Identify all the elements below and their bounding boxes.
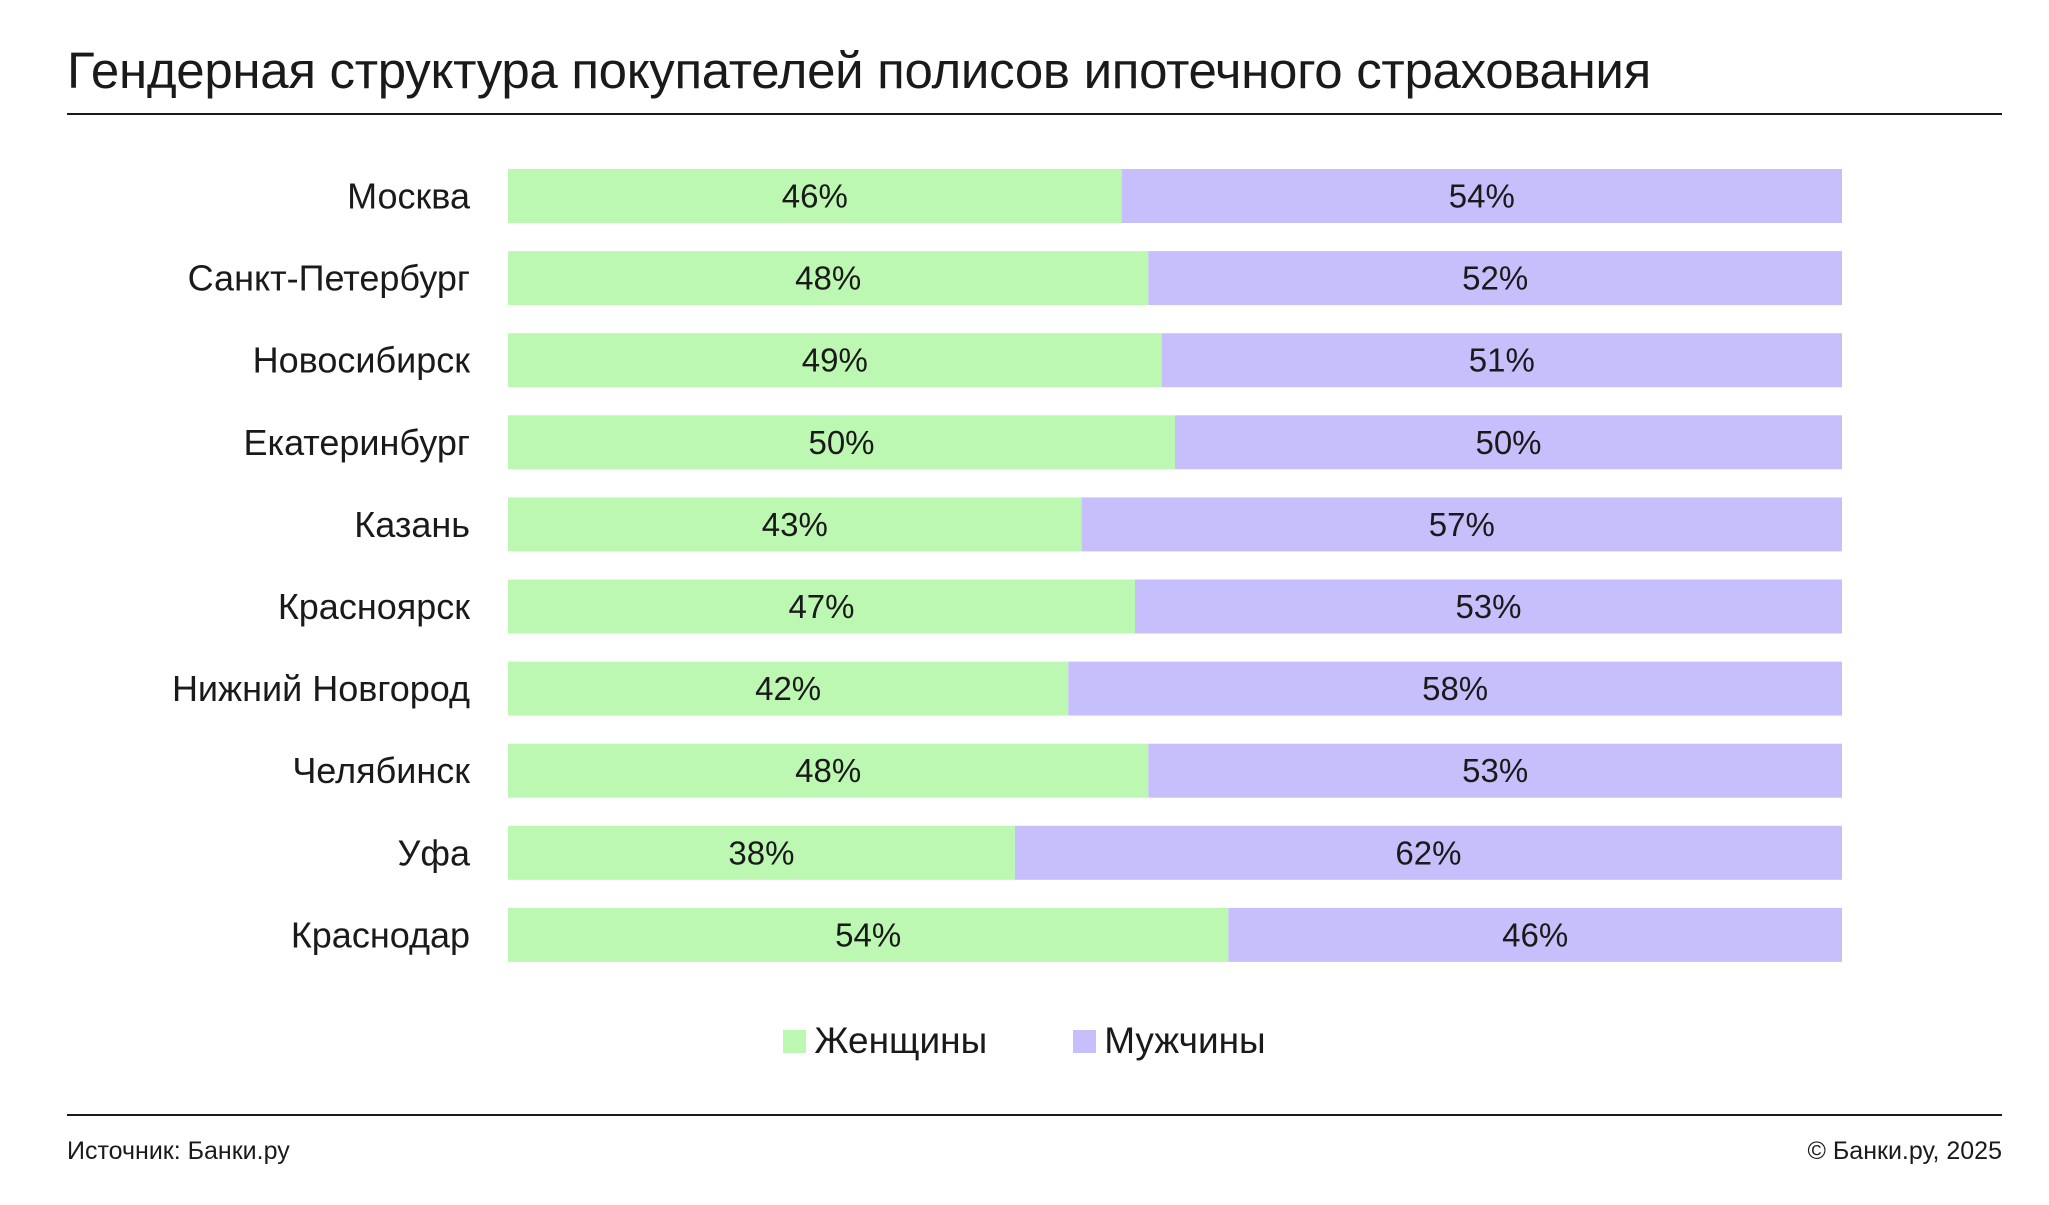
copyright-note: © Банки.ру, 2025 — [1807, 1137, 2002, 1165]
category-label: Казань — [354, 504, 470, 545]
bar-segment-men — [1161, 333, 1842, 388]
category-label: Челябинск — [292, 750, 470, 791]
data-label-women: 54% — [835, 916, 901, 953]
bar-segment-women — [508, 497, 1082, 552]
data-label-women: 47% — [788, 588, 854, 625]
stacked-bar-chart: Москва 46% 54% Санкт-Петербург 48% 52% Новосиб… — [172, 169, 1842, 962]
data-label-women: 43% — [762, 506, 828, 543]
bar-segment-men — [1134, 579, 1842, 634]
legend-item-men: Мужчины — [1073, 1013, 1266, 1069]
bar-segment-men — [1148, 251, 1842, 306]
data-label-men: 46% — [1502, 916, 1568, 953]
category-label: Екатеринбург — [244, 422, 470, 463]
data-label-women: 42% — [755, 670, 821, 707]
bar-segment-women — [508, 825, 1015, 880]
bar-segment-men — [1068, 661, 1842, 716]
data-label-women: 46% — [782, 178, 848, 215]
data-label-women: 38% — [728, 834, 794, 871]
legend-item-women: Женщины — [783, 1013, 987, 1069]
data-label-men: 57% — [1429, 506, 1495, 543]
data-label-women: 48% — [795, 752, 861, 789]
category-label: Красноярск — [278, 586, 470, 627]
category-label: Нижний Новгород — [172, 668, 470, 709]
data-label-men: 50% — [1475, 424, 1541, 461]
bar-segment-women — [508, 661, 1069, 716]
category-label: Уфа — [397, 832, 470, 873]
legend-swatch-women — [783, 1029, 807, 1053]
data-label-women: 49% — [802, 342, 868, 379]
footer-divider — [67, 1114, 2002, 1116]
bar-segment-women — [508, 415, 1175, 470]
bar-segment-women — [508, 251, 1149, 306]
data-label-men: 52% — [1462, 260, 1528, 297]
data-label-men: 58% — [1422, 670, 1488, 707]
bar-segment-women — [508, 169, 1122, 223]
chart-title: Гендерная структура покупателей полисов … — [67, 42, 1651, 99]
data-label-men: 62% — [1395, 834, 1461, 871]
legend-label-women: Женщины — [814, 1020, 988, 1061]
data-label-men: 53% — [1455, 588, 1521, 625]
bar-segment-men — [1081, 497, 1842, 552]
bar-segment-women — [508, 907, 1229, 962]
bar-segment-men — [1121, 169, 1842, 223]
data-label-men: 53% — [1462, 752, 1528, 789]
bar-segment-women — [508, 579, 1135, 634]
bar-segment-women — [508, 333, 1162, 388]
data-label-women: 48% — [795, 260, 861, 297]
bar-segment-men — [1014, 825, 1842, 880]
category-label: Санкт-Петербург — [188, 258, 470, 299]
data-label-men: 51% — [1469, 342, 1535, 379]
data-label-men: 54% — [1449, 178, 1515, 215]
title-divider — [67, 113, 2002, 115]
bar-segment-men — [1148, 743, 1842, 798]
bar-segment-men — [1175, 415, 1842, 470]
legend-swatch-men — [1073, 1029, 1097, 1053]
legend: Женщины Мужчины — [0, 1013, 2049, 1069]
category-label: Москва — [347, 176, 471, 217]
bar-segment-men — [1228, 907, 1842, 962]
bar-segment-women — [508, 743, 1149, 798]
data-label-women: 50% — [808, 424, 874, 461]
category-label: Новосибирск — [253, 340, 471, 381]
category-label: Краснодар — [291, 914, 470, 955]
source-note: Источник: Банки.ру — [67, 1137, 290, 1165]
legend-label-men: Мужчины — [1104, 1020, 1266, 1061]
